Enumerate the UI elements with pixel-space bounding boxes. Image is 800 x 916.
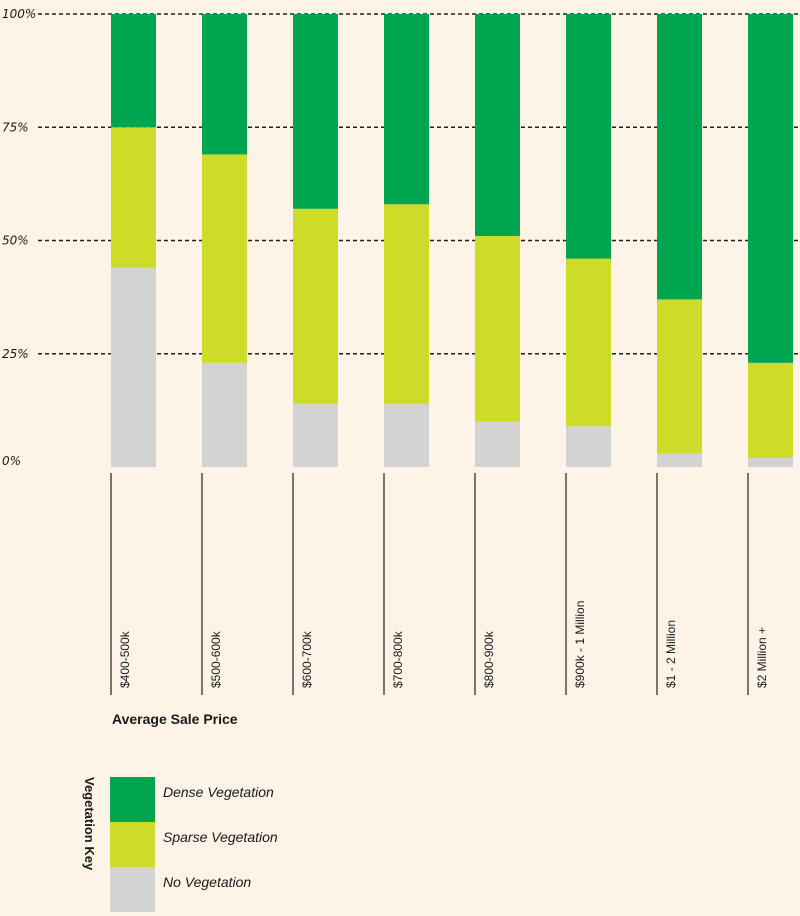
bar-segment-dense-vegetation xyxy=(202,14,247,155)
category-label: $600-700k xyxy=(300,630,314,688)
bar-segment-no-vegetation xyxy=(566,426,611,467)
legend-label: Dense Vegetation xyxy=(163,784,274,800)
y-tick-label: 100% xyxy=(2,7,36,21)
bar-segment-no-vegetation xyxy=(748,457,793,467)
legend-swatch xyxy=(110,777,155,822)
legend: Vegetation Key Dense Vegetation Sparse Ve… xyxy=(82,777,278,912)
bar-segment-no-vegetation xyxy=(657,453,702,467)
category-label: $400-500k xyxy=(118,630,132,688)
y-tick-label: 75% xyxy=(2,120,29,134)
legend-swatch xyxy=(110,822,155,867)
bar-segment-dense-vegetation xyxy=(111,14,156,128)
bar-segment-no-vegetation xyxy=(475,421,520,467)
legend-swatch xyxy=(110,867,155,912)
category-label: $700-800k xyxy=(391,630,405,688)
category-label: $900k - 1 Million xyxy=(573,601,587,688)
bars-group xyxy=(111,14,793,467)
bar-segment-dense-vegetation xyxy=(657,14,702,300)
category-label: $500-600k xyxy=(209,630,223,688)
y-tick-label: 0% xyxy=(2,454,21,468)
bar-segment-sparse-vegetation xyxy=(657,299,702,454)
y-tick-label: 50% xyxy=(2,234,29,248)
bar-segment-dense-vegetation xyxy=(293,14,338,209)
category-label: $1 - 2 Million xyxy=(664,620,678,688)
bar-segment-dense-vegetation xyxy=(748,14,793,363)
bar-segment-sparse-vegetation xyxy=(748,362,793,458)
y-tick-label: 25% xyxy=(2,347,29,361)
legend-label: Sparse Vegetation xyxy=(163,829,278,845)
bar-segment-dense-vegetation xyxy=(384,14,429,205)
bar-segment-no-vegetation xyxy=(293,403,338,467)
y-tick-labels: 0% 25% 50% 75% 100% xyxy=(2,7,36,468)
bar-segment-dense-vegetation xyxy=(566,14,611,259)
bar-segment-sparse-vegetation xyxy=(566,258,611,427)
bar-segment-no-vegetation xyxy=(384,403,429,467)
bar-segment-sparse-vegetation xyxy=(384,204,429,404)
legend-label: No Vegetation xyxy=(163,874,251,890)
bar-segment-sparse-vegetation xyxy=(202,154,247,363)
bar-segment-no-vegetation xyxy=(111,267,156,467)
x-axis-label: Average Sale Price xyxy=(112,711,238,727)
bar-segment-sparse-vegetation xyxy=(111,127,156,268)
category-labels: $400-500k $500-600k $600-700k $700-800k $800… xyxy=(110,473,769,695)
category-label: $800-900k xyxy=(482,630,496,688)
bar-segment-dense-vegetation xyxy=(475,14,520,236)
category-label: $2 Million + xyxy=(755,627,769,688)
bar-segment-no-vegetation xyxy=(202,362,247,467)
bar-segment-sparse-vegetation xyxy=(475,235,520,422)
legend-title: Vegetation Key xyxy=(82,777,97,871)
bar-segment-sparse-vegetation xyxy=(293,208,338,404)
